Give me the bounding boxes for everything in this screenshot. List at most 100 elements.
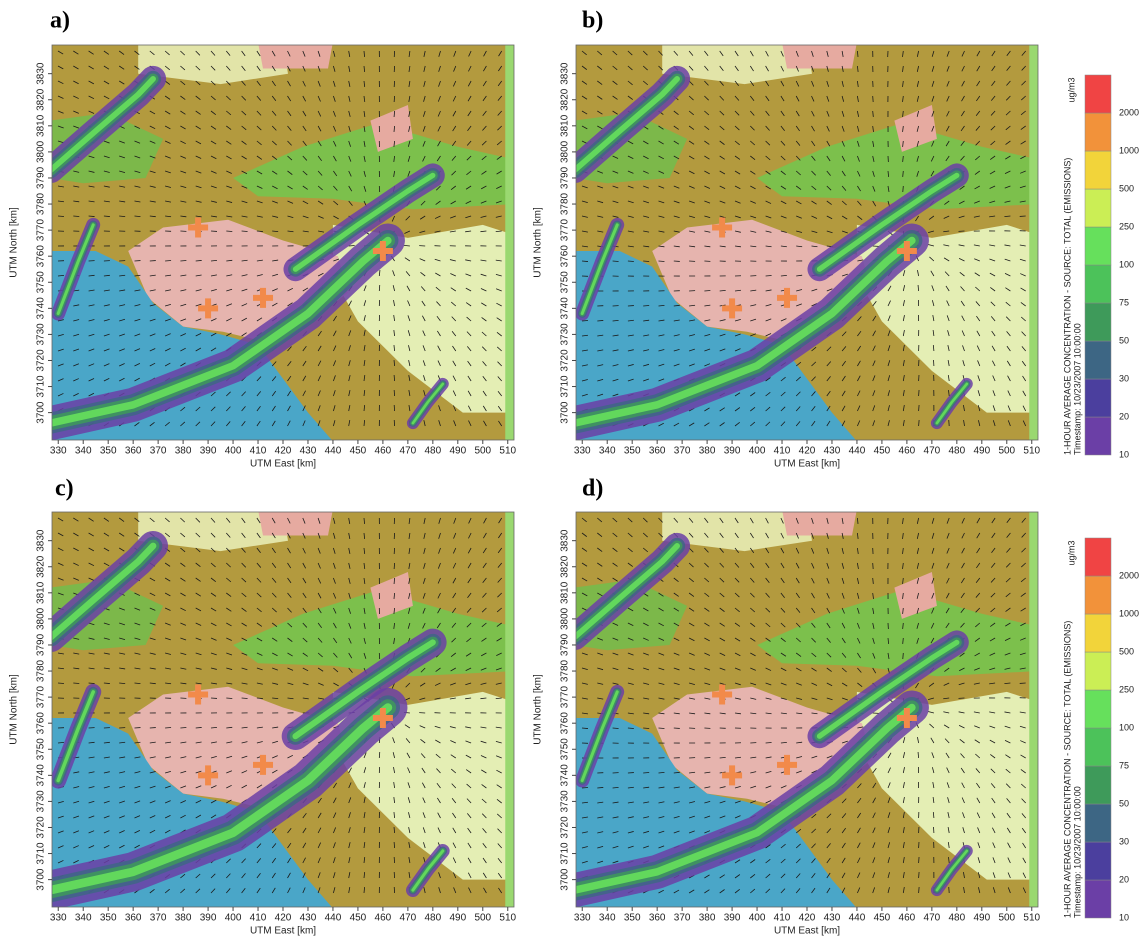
wind-arrow (613, 261, 619, 262)
x-tick-label: 450 (350, 913, 367, 924)
x-tick-label: 420 (275, 913, 292, 924)
y-tick-label: 3770 (36, 686, 47, 709)
colorbar-tick-label: 500 (1119, 183, 1134, 193)
colorbar-tick-label: 100 (1119, 722, 1134, 732)
x-tick-label: 390 (724, 913, 741, 924)
x-tick-label: 400 (225, 446, 242, 457)
x-tick-label: 360 (125, 913, 142, 924)
y-axis-title: UTM North [km] (9, 207, 20, 278)
y-tick-label: 3820 (560, 88, 571, 111)
x-axis-title: UTM East [km] (250, 926, 316, 937)
colorbar-tick-label: 10 (1119, 449, 1129, 459)
wind-arrow (242, 231, 248, 232)
x-tick-label: 350 (624, 446, 641, 457)
x-tick-label: 490 (449, 913, 466, 924)
y-tick-label: 3790 (560, 633, 571, 656)
wind-arrow (196, 260, 202, 261)
panel-label: b) (582, 8, 603, 34)
map-panel: 3303403503603703803904004104204304404504… (9, 509, 517, 936)
colorbar-tick-label: 30 (1119, 836, 1129, 846)
colorbar-tick-label: 50 (1119, 335, 1129, 345)
terrain (258, 509, 333, 535)
x-tick-label: 440 (325, 913, 342, 924)
y-axis-title: UTM North [km] (9, 674, 20, 745)
colorbar-band (1085, 842, 1111, 880)
x-tick-label: 330 (50, 913, 67, 924)
wind-arrow (394, 111, 395, 117)
y-tick-label: 3770 (560, 219, 571, 242)
x-tick-label: 340 (599, 913, 616, 924)
wind-arrow (919, 420, 920, 426)
colorbar-title: 1-HOUR AVERAGE CONCENTRATION - SOURCE: T… (1062, 621, 1072, 918)
y-tick-label: 3710 (36, 375, 47, 398)
x-tick-label: 370 (674, 446, 691, 457)
colorbar-tick-label: 50 (1119, 798, 1129, 808)
colorbar-band (1085, 538, 1111, 576)
map (51, 509, 515, 908)
timestamp: Timestamp: 10/23/2007 10:00:00 (1072, 786, 1082, 918)
colorbar-band (1085, 265, 1111, 303)
x-axis-title: UTM East [km] (250, 459, 316, 470)
wind-arrow (582, 787, 588, 788)
x-tick-label: 370 (150, 446, 167, 457)
colorbar-band (1085, 151, 1111, 189)
colorbar-tick-label: 250 (1119, 221, 1134, 231)
terrain (258, 42, 333, 68)
colorbar-band (1085, 417, 1111, 455)
wind-arrow (394, 578, 395, 584)
y-tick-label: 3820 (560, 555, 571, 578)
map-panel: 3303403503603703803904004104204304404504… (9, 42, 517, 469)
colorbar-title: 1-HOUR AVERAGE CONCENTRATION - SOURCE: T… (1062, 158, 1072, 455)
colorbar-tick-label: 250 (1119, 684, 1134, 694)
y-tick-label: 3720 (36, 349, 47, 372)
wind-arrow (582, 320, 588, 321)
colorbar-tick-label: 2000 (1119, 570, 1139, 580)
y-tick-label: 3830 (36, 62, 47, 85)
x-tick-label: 420 (799, 446, 816, 457)
colorbar-band (1085, 728, 1111, 766)
y-tick-label: 3760 (36, 712, 47, 735)
colorbar-band (1085, 614, 1111, 652)
x-tick-label: 390 (724, 446, 741, 457)
wind-arrow (918, 752, 919, 758)
y-tick-label: 3780 (560, 192, 571, 215)
x-tick-label: 410 (774, 913, 791, 924)
y-tick-label: 3780 (560, 659, 571, 682)
x-tick-label: 380 (699, 913, 716, 924)
wind-arrow (73, 216, 79, 217)
wind-arrow (903, 653, 904, 659)
colorbar: 102030507510025050010002000ug/m31-HOUR A… (1062, 75, 1139, 459)
y-tick-label: 3770 (560, 686, 571, 709)
x-tick-label: 440 (849, 913, 866, 924)
colorbar-band (1085, 303, 1111, 341)
x-tick-label: 400 (749, 913, 766, 924)
colorbar: 102030507510025050010002000ug/m31-HOUR A… (1062, 538, 1139, 922)
y-tick-label: 3760 (36, 245, 47, 268)
map (575, 42, 1039, 441)
y-tick-label: 3710 (560, 842, 571, 865)
x-tick-label: 500 (998, 446, 1015, 457)
x-tick-label: 380 (699, 446, 716, 457)
wind-arrow (613, 728, 619, 729)
x-tick-label: 470 (400, 913, 417, 924)
colorbar-unit: ug/m3 (1066, 77, 1076, 102)
y-axis-title: UTM North [km] (533, 674, 544, 745)
colorbar-tick-label: 500 (1119, 646, 1134, 656)
y-tick-label: 3740 (560, 764, 571, 787)
wind-arrow (180, 260, 186, 261)
colorbar-band (1085, 766, 1111, 804)
x-axis-title: UTM East [km] (774, 926, 840, 937)
colorbar-band (1085, 690, 1111, 728)
wind-arrow (89, 216, 95, 217)
y-tick-label: 3750 (560, 271, 571, 294)
colorbar-band (1085, 75, 1111, 113)
y-tick-label: 3720 (560, 349, 571, 372)
wind-arrow (242, 698, 248, 699)
x-tick-label: 450 (350, 446, 367, 457)
x-tick-label: 470 (924, 446, 941, 457)
y-tick-label: 3750 (560, 738, 571, 761)
colorbar-band (1085, 227, 1111, 265)
y-tick-label: 3710 (560, 375, 571, 398)
x-tick-label: 330 (574, 446, 591, 457)
colorbar-band (1085, 379, 1111, 417)
